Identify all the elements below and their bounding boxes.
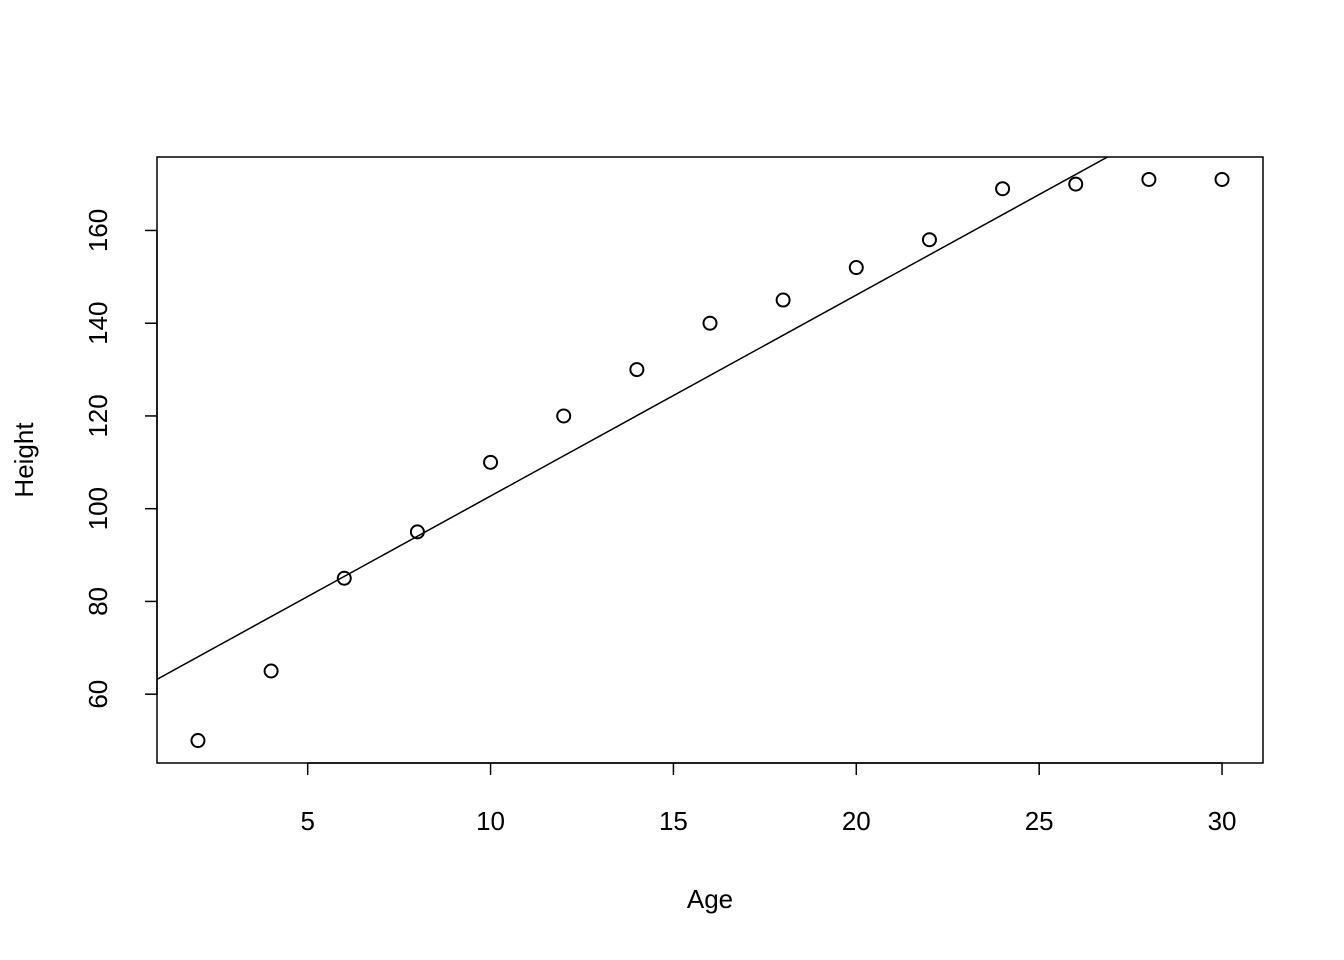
x-tick-label: 30 bbox=[1208, 806, 1237, 836]
point bbox=[848, 260, 864, 276]
x-tick-label: 10 bbox=[476, 806, 505, 836]
y-tick-label: 160 bbox=[83, 209, 113, 252]
y-tick-label: 80 bbox=[83, 587, 113, 616]
plot-box bbox=[156, 156, 1264, 764]
point bbox=[1068, 176, 1084, 192]
y-tick-label: 120 bbox=[83, 394, 113, 437]
y-axis-label: Height bbox=[9, 422, 39, 498]
point bbox=[629, 362, 645, 378]
point bbox=[263, 663, 279, 679]
point bbox=[1141, 171, 1157, 187]
point bbox=[775, 292, 791, 308]
y-tick-label: 60 bbox=[83, 680, 113, 709]
point bbox=[336, 570, 352, 586]
x-tick-label: 20 bbox=[842, 806, 871, 836]
x-axis-label: Age bbox=[687, 884, 733, 914]
x-tick-label: 25 bbox=[1025, 806, 1054, 836]
x-tick-label: 15 bbox=[659, 806, 688, 836]
point bbox=[995, 181, 1011, 197]
point bbox=[556, 408, 572, 424]
fit-line bbox=[157, 157, 1110, 680]
point bbox=[190, 733, 206, 749]
y-tick-label: 140 bbox=[83, 302, 113, 345]
point bbox=[702, 315, 718, 331]
point bbox=[1214, 171, 1230, 187]
point bbox=[921, 232, 937, 248]
y-tick-label: 100 bbox=[83, 487, 113, 530]
point bbox=[409, 524, 425, 540]
point bbox=[483, 454, 499, 470]
x-tick-label: 5 bbox=[300, 806, 314, 836]
